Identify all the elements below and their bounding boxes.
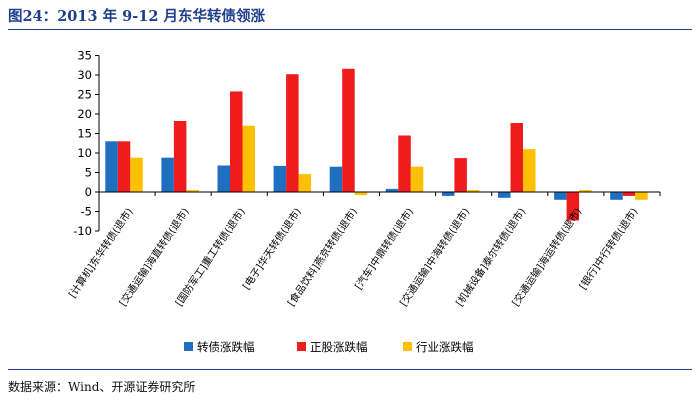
- y-tick-label: 20: [77, 107, 92, 121]
- bar: [635, 192, 648, 200]
- bar: [523, 149, 536, 192]
- bar: [398, 135, 411, 192]
- legend-label: 转债涨跌幅: [197, 340, 255, 354]
- bar: [498, 192, 511, 198]
- bar: [466, 190, 480, 192]
- bar: [410, 166, 424, 192]
- y-tick-label: 25: [77, 88, 92, 102]
- bar: [173, 121, 187, 192]
- y-tick-label: 0: [85, 185, 92, 199]
- bar: [130, 157, 143, 192]
- bar: [342, 68, 355, 192]
- category-label: [计算机]东华转债(退市): [66, 205, 136, 300]
- bar: [454, 158, 467, 192]
- bar: [385, 188, 399, 192]
- legend-label: 行业涨跌幅: [416, 340, 474, 354]
- x-axis: [98, 191, 661, 196]
- y-tick-label: 35: [77, 49, 92, 63]
- bar: [554, 192, 567, 200]
- figure-title-bar: 图24：2013 年 9-12 月东华转债领涨: [8, 2, 692, 30]
- bar-chart: -10 -5 0 5 10 15 20 25 30 35 [计算机]东华转债(退市)[交通运输]海…: [66, 49, 661, 354]
- source-note: 数据来源：Wind、开源证券研究所: [8, 380, 196, 394]
- bar: [186, 190, 199, 192]
- y-tick-label: -10: [73, 224, 92, 238]
- bar: [105, 141, 118, 192]
- bar: [161, 157, 174, 192]
- y-axis: -10 -5 0 5 10 15 20 25 30 35: [73, 49, 100, 238]
- bar: [117, 141, 131, 192]
- legend-swatch: [184, 342, 193, 351]
- y-tick-label: 15: [77, 127, 92, 141]
- category-label: [电子]华天转债(退市): [240, 205, 304, 292]
- bar: [230, 91, 243, 192]
- figure-title: 图24：2013 年 9-12 月东华转债领涨: [8, 8, 265, 25]
- y-tick-label: 30: [77, 68, 92, 82]
- category-label: [银行]中行转债(退市): [576, 205, 640, 292]
- category-labels: [计算机]东华转债(退市)[交通运输]海直转债(退市)[国防军工]重工转债(退市…: [66, 205, 641, 308]
- y-tick-label: 5: [85, 166, 92, 180]
- bar: [273, 165, 287, 192]
- legend-swatch: [403, 342, 412, 351]
- bar: [329, 166, 343, 192]
- bar: [566, 192, 580, 221]
- legend: 转债涨跌幅 正股涨跌幅 行业涨跌幅: [184, 340, 474, 354]
- y-tick-label: -5: [81, 205, 92, 219]
- source-bar: 数据来源：Wind、开源证券研究所: [8, 369, 692, 406]
- bar: [298, 174, 312, 192]
- bar: [441, 192, 455, 196]
- bar: [354, 192, 368, 196]
- bar: [217, 165, 230, 192]
- bars: [105, 68, 648, 221]
- bar: [286, 74, 299, 192]
- bar: [242, 125, 255, 192]
- category-label: [汽车]中鼎转债(退市): [352, 205, 416, 292]
- bar: [579, 190, 592, 192]
- bar: [610, 192, 623, 200]
- bar: [622, 192, 636, 196]
- bar: [510, 123, 523, 192]
- y-tick-label: 10: [77, 146, 92, 160]
- legend-swatch: [297, 342, 306, 351]
- legend-label: 正股涨跌幅: [310, 340, 368, 354]
